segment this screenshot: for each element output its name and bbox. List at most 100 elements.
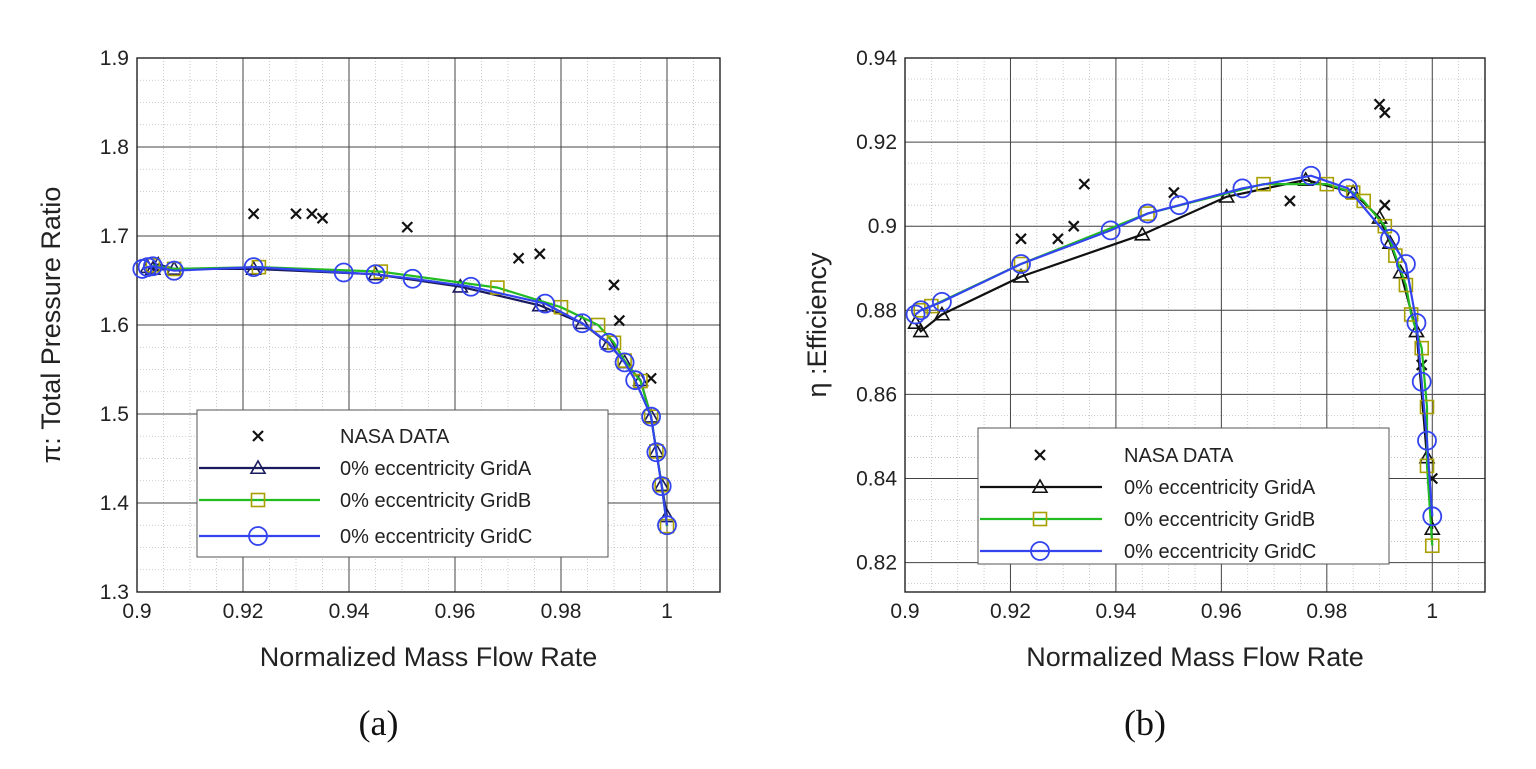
x-tick-label: 1: [1426, 600, 1438, 623]
y-tick-label: 1.9: [100, 47, 129, 70]
y-tick-label: 1.7: [100, 225, 129, 248]
x-tick-label: 0.96: [1201, 600, 1242, 623]
y-tick-label: 0.88: [856, 299, 897, 322]
data-point: [1137, 203, 1158, 224]
chart-panel-b: 0.9 0.92 0.94 0.96 0.98 1 0.82 0.84 0.86 0.88 0.9 0…: [802, 47, 1486, 743]
y-tick-label: 1.8: [100, 136, 129, 159]
data-point: [1140, 206, 1155, 221]
data-point: [651, 476, 672, 496]
y-axis-label: π: Total Pressure Ratio: [36, 187, 66, 464]
data-point: [1078, 178, 1091, 190]
x-tick-label: 0.92: [223, 600, 264, 623]
x-tick-label: 0.96: [435, 600, 476, 623]
data-point: [1284, 195, 1296, 207]
legend-marker: [1032, 511, 1048, 527]
x-axis-label: Normalized Mass Flow Rate: [260, 642, 598, 672]
data-point: [1338, 178, 1358, 199]
data-point: [1379, 199, 1391, 211]
data-point: [614, 352, 635, 373]
data-point: [1052, 233, 1064, 245]
panel-caption: (a): [359, 703, 399, 743]
x-tick-label: 0.98: [541, 600, 582, 623]
data-point: [553, 299, 569, 315]
x-tick-label: 0.9: [122, 600, 151, 623]
x-tick-label: 0.9: [890, 600, 919, 623]
data-point: [306, 207, 318, 220]
data-point: [1301, 165, 1321, 186]
data-point: [646, 442, 667, 463]
data-point: [373, 264, 389, 279]
legend-label: NASA DATA: [1124, 445, 1234, 467]
data-point: [1345, 185, 1361, 200]
data-point: [1015, 233, 1027, 245]
data-point: [933, 305, 951, 321]
data-point: [1012, 268, 1030, 283]
data-point: [905, 304, 926, 325]
plot-frame: [136, 57, 721, 593]
legend: NASA DATA 0% eccentricity GridA 0% eccentr…: [977, 427, 1390, 565]
data-point: [1218, 188, 1236, 203]
series-nasa-data: [247, 207, 657, 385]
legend-marker: [249, 459, 267, 475]
data-point: [657, 515, 677, 536]
data-point: [535, 293, 555, 314]
y-tick-label: 0.9: [868, 215, 897, 238]
series-0-eccentricity-gridc: [905, 165, 1443, 527]
data-point: [247, 207, 260, 220]
y-tick-label: 0.92: [856, 131, 897, 154]
y-axis-label: η :Efficiency: [802, 252, 832, 398]
legend-label: 0% eccentricity GridB: [340, 490, 531, 512]
data-point: [316, 212, 329, 224]
y-tick-label: 0.86: [856, 383, 897, 406]
data-point: [613, 314, 626, 327]
x-tick-label: 1: [661, 600, 673, 623]
data-point: [1419, 458, 1435, 474]
data-point: [932, 291, 952, 312]
legend-marker: [248, 526, 268, 546]
data-point: [365, 264, 386, 285]
series-line: [920, 183, 1434, 546]
data-point: [290, 207, 302, 220]
data-point: [1133, 225, 1151, 241]
data-point: [1011, 254, 1031, 274]
x-axis-label: Normalized Mass Flow Rate: [1026, 642, 1364, 672]
data-point: [164, 260, 185, 281]
y-tick-label: 0.82: [856, 552, 897, 575]
data-point: [1232, 178, 1253, 199]
data-point: [401, 221, 414, 233]
data-point: [142, 256, 163, 277]
x-tick-label: 0.94: [1095, 600, 1136, 623]
data-point: [1419, 399, 1435, 415]
data-point: [1398, 277, 1414, 293]
series-line: [141, 265, 669, 526]
data-point: [1422, 506, 1443, 527]
data-point: [912, 322, 930, 338]
data-point: [1373, 98, 1386, 111]
data-point: [1414, 340, 1430, 356]
data-point: [243, 257, 264, 278]
legend-marker: [250, 492, 266, 508]
data-point: [1396, 254, 1416, 274]
legend-label: 0% eccentricity GridC: [1124, 541, 1316, 563]
legend-marker: [1034, 449, 1046, 461]
y-tick-label: 0.84: [856, 467, 897, 490]
legend-label: 0% eccentricity GridC: [340, 526, 532, 548]
panel-caption: (b): [1124, 703, 1166, 743]
legend-marker: [252, 430, 264, 442]
chart-panel-a: 0.9 0.92 0.94 0.96 0.98 1 1.3 1.4 1.5 1.6 1.7 1.8 1.…: [36, 47, 721, 743]
data-point: [1169, 195, 1190, 216]
data-point: [1411, 371, 1432, 392]
data-point: [924, 298, 939, 314]
data-point: [572, 313, 593, 334]
x-tick-label: 0.98: [1306, 600, 1347, 623]
data-point: [1013, 256, 1029, 272]
legend-label: 0% eccentricity GridA: [340, 458, 532, 480]
data-point: [534, 248, 546, 260]
x-tick-label: 0.92: [990, 600, 1031, 623]
data-point: [1392, 263, 1410, 279]
series-line: [914, 174, 1434, 517]
y-tick-label: 1.5: [100, 403, 129, 426]
data-point: [460, 276, 481, 297]
data-point: [1067, 220, 1080, 232]
